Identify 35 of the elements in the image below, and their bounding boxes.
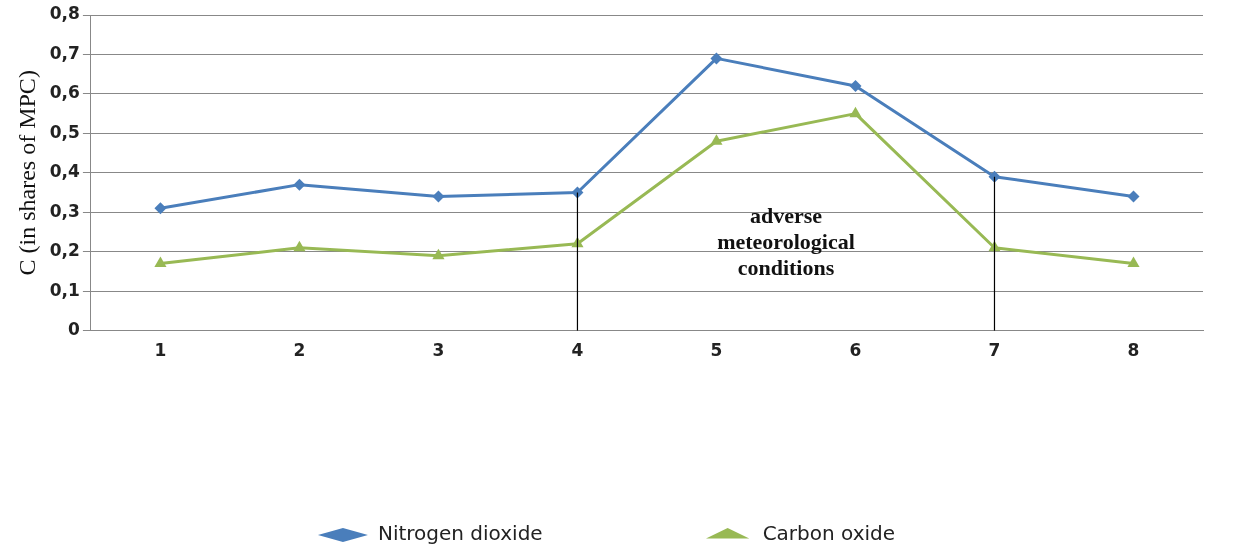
point	[571, 186, 584, 199]
y-axis-title: C (in shares of MPC)	[13, 70, 40, 276]
point	[154, 256, 167, 268]
x-tick-label: 6	[849, 340, 862, 361]
x-tick-label: 3	[432, 340, 445, 361]
y-tick-label: 0,6	[49, 82, 80, 103]
legend-label: Nitrogen dioxide	[377, 521, 543, 546]
y-tick-label: 0	[68, 319, 81, 340]
legend-label: Carbon oxide	[762, 521, 896, 546]
point	[154, 202, 167, 215]
point	[432, 248, 445, 260]
point	[849, 106, 862, 118]
point	[988, 170, 1001, 183]
point	[432, 190, 445, 203]
x-tick-label: 8	[1127, 340, 1140, 361]
x-tick-label: 2	[293, 340, 306, 361]
x-tick-label: 1	[154, 340, 167, 361]
x-tick-label: 7	[988, 340, 1001, 361]
point	[710, 52, 723, 65]
point	[1127, 190, 1140, 203]
point	[710, 134, 723, 145]
y-tick-label: 0,5	[49, 121, 80, 142]
y-tick-label: 0,7	[49, 42, 80, 63]
x-tick-label: 5	[710, 340, 723, 361]
y-tick-label: 0,8	[49, 3, 80, 24]
y-tick-label: 0,2	[49, 240, 80, 261]
x-tick-label: 4	[571, 340, 584, 361]
point	[293, 178, 306, 191]
y-tick-label: 0,3	[49, 200, 80, 221]
point	[1127, 256, 1140, 268]
point	[849, 80, 862, 93]
y-tick-label: 0,1	[49, 279, 80, 300]
point	[293, 240, 306, 252]
annotation: adverse meteorological conditions	[717, 203, 855, 281]
y-tick-label: 0,4	[49, 161, 81, 182]
